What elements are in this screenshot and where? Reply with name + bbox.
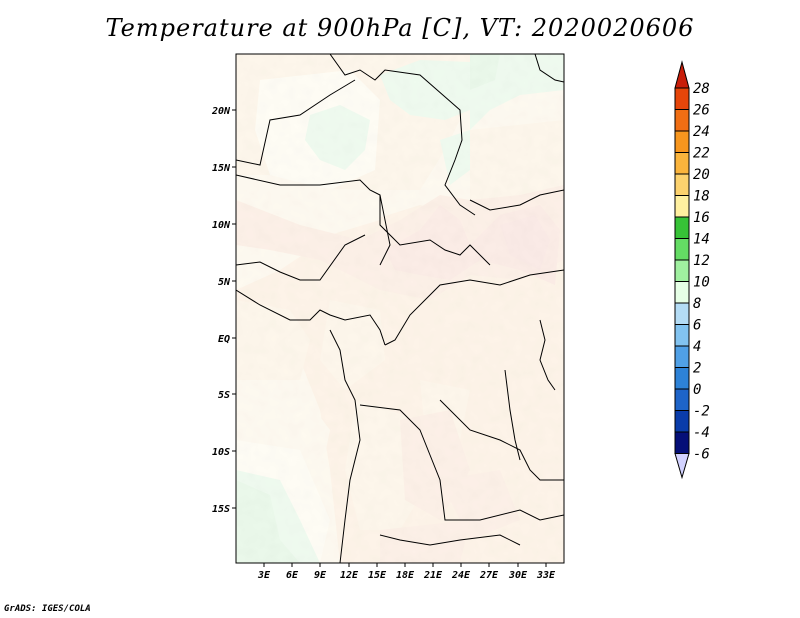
colorbar-swatch [674, 109, 690, 132]
lon-label-33e: 33E [536, 570, 556, 581]
lat-label-10s: 10S [212, 447, 230, 458]
lon-label-24e: 24E [451, 570, 471, 581]
colorbar-swatch [674, 302, 690, 325]
lat-label-5n: 5N [218, 277, 231, 288]
lat-label-10n: 10N [212, 220, 231, 231]
colorbar-label: 8 [693, 296, 701, 312]
colorbar-label: 24 [693, 124, 710, 140]
colorbar-label: 26 [693, 103, 710, 119]
colorbar-swatch [674, 152, 690, 175]
lon-label-15e: 15E [368, 570, 387, 581]
lat-label-15n: 15N [212, 163, 231, 174]
colorbar-label: 22 [693, 146, 710, 162]
colorbar-swatch [674, 130, 690, 153]
colorbar-label: 10 [693, 275, 710, 291]
grads-credit: GrADS: IGES/COLA [4, 604, 91, 614]
colorbar-label: 0 [693, 382, 701, 398]
lon-label-18e: 18E [396, 570, 415, 581]
colorbar-label: 6 [693, 318, 701, 334]
lat-label-20n: 20N [211, 106, 231, 117]
lat-label-eq: EQ [218, 334, 230, 345]
colorbar-label: 2 [693, 361, 701, 377]
colorbar-swatch [674, 281, 690, 304]
colorbar-swatch [674, 367, 690, 390]
lat-label-5s: 5S [218, 390, 230, 401]
colorbar-label: 28 [693, 81, 710, 97]
colorbar-swatch [674, 173, 690, 196]
colorbar-label: 12 [693, 253, 710, 269]
colorbar-label: -4 [693, 425, 710, 441]
map-frame [235, 53, 565, 564]
colorbar-label: 18 [693, 189, 710, 205]
lon-label-21e: 21E [423, 570, 443, 581]
lon-label-3e: 3E [257, 570, 271, 581]
longitude-axis [263, 563, 547, 567]
colorbar-swatch [674, 345, 690, 368]
colorbar-label: -6 [693, 447, 710, 463]
colorbar-top-arrow [674, 60, 690, 89]
colorbar [674, 60, 690, 480]
colorbar-swatch [674, 410, 690, 433]
lon-label-6e: 6E [286, 570, 299, 581]
colorbar-swatch [674, 195, 690, 218]
lon-label-27e: 27E [479, 570, 499, 581]
colorbar-label: 14 [693, 232, 710, 248]
colorbar-bottom-arrow [674, 453, 690, 480]
lon-label-12e: 12E [340, 570, 359, 581]
colorbar-swatch [674, 324, 690, 347]
colorbar-swatch [674, 259, 690, 282]
colorbar-swatch [674, 431, 690, 454]
colorbar-label: 4 [693, 339, 701, 355]
lat-label-15s: 15S [212, 504, 230, 515]
colorbar-label: -2 [693, 404, 710, 420]
country-borders [236, 54, 564, 563]
map-title: Temperature at 900hPa [C], VT: 202002060… [105, 14, 695, 42]
lon-label-30e: 30E [508, 570, 528, 581]
colorbar-swatch [674, 216, 690, 239]
colorbar-swatch [674, 388, 690, 411]
colorbar-label: 16 [693, 210, 710, 226]
latitude-axis [232, 109, 236, 509]
lon-label-9e: 9E [314, 570, 327, 581]
colorbar-swatch [674, 238, 690, 261]
temperature-field [236, 54, 564, 563]
colorbar-label: 20 [693, 167, 710, 183]
colorbar-swatch [674, 87, 690, 110]
